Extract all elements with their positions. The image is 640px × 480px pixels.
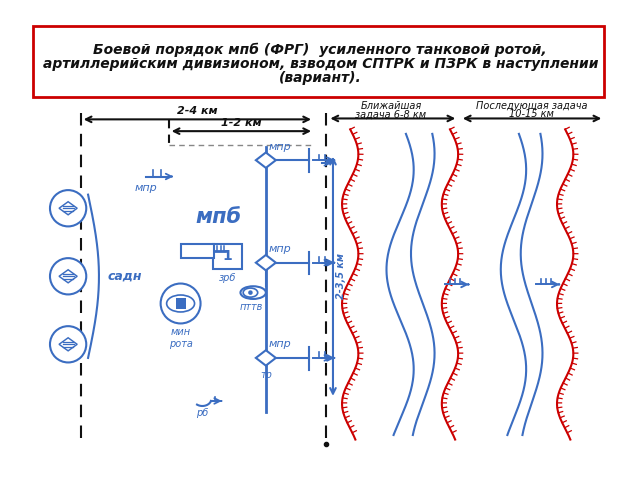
Text: пттв: пттв (239, 301, 263, 312)
Text: мпр: мпр (135, 183, 157, 193)
Circle shape (161, 284, 200, 324)
Text: Ближайшая: Ближайшая (360, 101, 422, 111)
Bar (182, 244, 214, 258)
Text: мпр: мпр (268, 339, 291, 349)
Circle shape (248, 290, 253, 295)
Text: артиллерийским дивизионом, взводом СПТРК и ПЗРК в наступлении: артиллерийским дивизионом, взводом СПТРК… (42, 57, 598, 71)
Polygon shape (256, 350, 276, 366)
Text: мин
рота: мин рота (169, 327, 193, 348)
Polygon shape (59, 270, 77, 283)
Text: 1-2 км: 1-2 км (221, 118, 262, 128)
Ellipse shape (166, 295, 195, 312)
Circle shape (50, 326, 86, 362)
Text: 2-3,5 км: 2-3,5 км (336, 253, 346, 300)
Text: задача 6-8 км: задача 6-8 км (355, 109, 427, 120)
Bar (213, 244, 243, 269)
Text: мпб: мпб (196, 207, 242, 228)
Text: Последующая задача: Последующая задача (476, 101, 588, 111)
Bar (175, 298, 186, 310)
Text: 10-15 км: 10-15 км (509, 109, 554, 120)
Polygon shape (256, 153, 276, 168)
Text: рб: рб (196, 408, 209, 418)
Ellipse shape (243, 288, 258, 297)
Circle shape (50, 190, 86, 227)
Text: садн: садн (108, 270, 143, 283)
Polygon shape (59, 338, 77, 351)
Ellipse shape (241, 286, 266, 299)
FancyBboxPatch shape (33, 26, 604, 96)
Text: 2-4 км: 2-4 км (177, 106, 217, 116)
Text: (вариант).: (вариант). (279, 72, 362, 85)
Text: Боевой порядок мпб (ФРГ)  усиленного танковой ротой,: Боевой порядок мпб (ФРГ) усиленного танк… (93, 42, 547, 57)
Text: 1: 1 (223, 249, 232, 264)
Text: мпр: мпр (268, 244, 291, 253)
Text: мпр: мпр (268, 142, 291, 152)
Polygon shape (256, 255, 276, 270)
Text: зрб: зрб (219, 273, 236, 283)
Polygon shape (59, 202, 77, 215)
Text: тр: тр (260, 370, 272, 380)
Circle shape (50, 258, 86, 294)
